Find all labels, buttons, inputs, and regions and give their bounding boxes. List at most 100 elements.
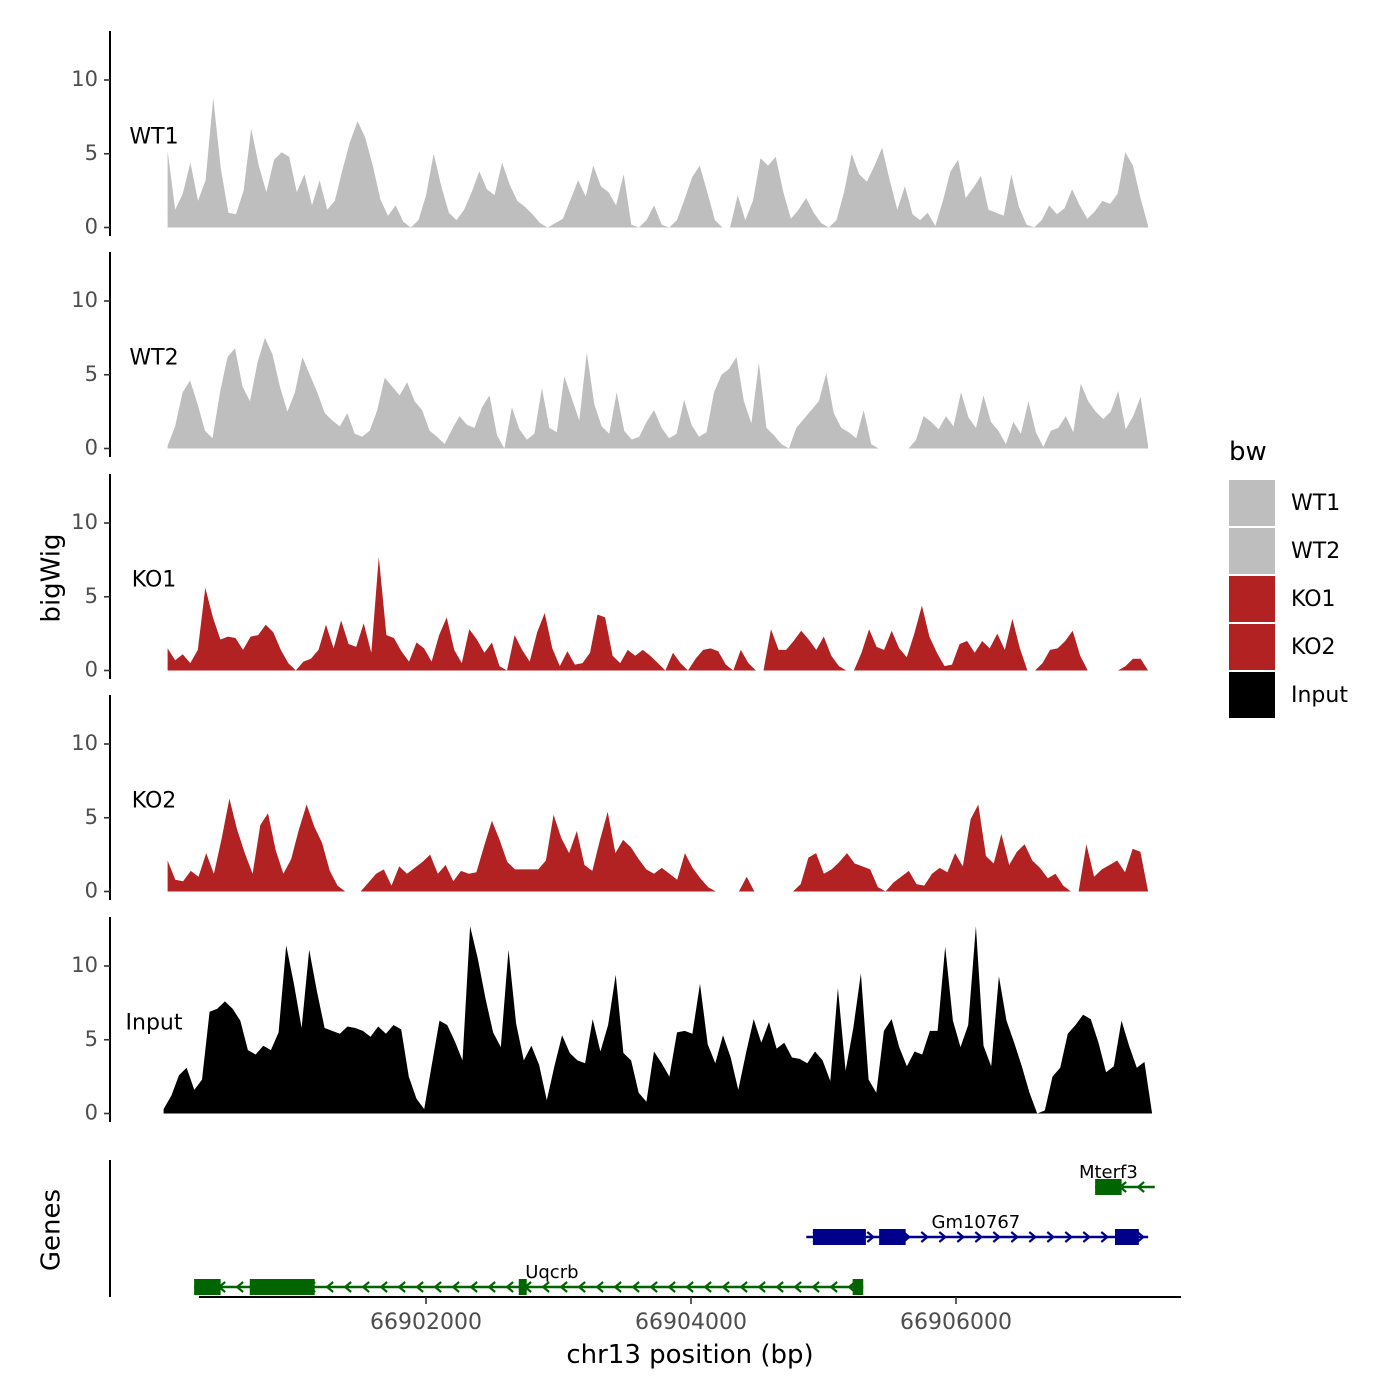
strand-arrow: [235, 1281, 244, 1293]
genes-axis-title: Genes: [37, 1189, 67, 1271]
gene-Uqcrb: Uqcrb: [194, 1262, 864, 1295]
y-tick-label: 10: [71, 953, 98, 977]
gene-Gm10767: Gm10767: [806, 1212, 1149, 1245]
legend: bw WT1 WT2 KO1 KO2 Input: [1229, 437, 1348, 718]
track-label: WT1: [129, 125, 178, 150]
strand-arrow: [793, 1281, 802, 1293]
strand-arrow: [1046, 1231, 1055, 1243]
track-Input: 0 5 10 Input: [71, 917, 1153, 1125]
strand-arrow: [1010, 1231, 1019, 1243]
legend-label: KO2: [1291, 635, 1336, 660]
y-tick-label: 5: [85, 805, 98, 829]
gene-Mterf3: Mterf3: [1079, 1162, 1155, 1195]
strand-arrow: [505, 1281, 514, 1293]
track-WT2: 0 5 10 WT2: [71, 252, 1149, 460]
y-tick-label: 0: [85, 879, 98, 903]
legend-label: Input: [1291, 683, 1348, 708]
strand-arrow: [1028, 1231, 1037, 1243]
signal-area-Input: [163, 926, 1153, 1114]
x-axis: 66902000 66904000 66906000: [199, 1296, 1181, 1335]
genes-track: Mterf3 Gm10767 Uqcrb: [109, 1160, 1155, 1297]
strand-arrow: [757, 1281, 766, 1293]
legend-swatch-KO1: [1229, 576, 1275, 622]
track-label: WT2: [129, 346, 178, 371]
strand-arrow: [956, 1231, 965, 1243]
gene-label: Mterf3: [1079, 1162, 1138, 1183]
strand-arrow: [775, 1281, 784, 1293]
strand-arrow: [866, 1231, 875, 1243]
strand-arrow: [667, 1281, 676, 1293]
y-axis-title: bigWig: [37, 533, 67, 622]
strand-arrow: [1136, 1181, 1145, 1193]
exon: [852, 1279, 864, 1295]
strand-arrow: [487, 1281, 496, 1293]
strand-arrow: [992, 1231, 1001, 1243]
strand-arrow: [343, 1281, 352, 1293]
legend-label: KO1: [1291, 587, 1336, 612]
strand-arrow: [974, 1231, 983, 1243]
y-tick-label: 5: [85, 141, 98, 165]
strand-arrow: [685, 1281, 694, 1293]
strand-arrow: [631, 1281, 640, 1293]
signal-area-KO2: [167, 798, 1149, 892]
x-tick-label: 66906000: [900, 1310, 1012, 1335]
strand-arrow: [559, 1281, 568, 1293]
y-tick-label: 10: [71, 67, 98, 91]
y-tick-label: 0: [85, 1101, 98, 1125]
exon: [1115, 1229, 1139, 1245]
track-label: Input: [126, 1011, 183, 1036]
strand-arrow: [1100, 1231, 1109, 1243]
y-tick-label: 10: [71, 510, 98, 534]
track-label: KO1: [132, 568, 177, 593]
strand-arrow: [721, 1281, 730, 1293]
strand-arrow: [1136, 1231, 1145, 1243]
legend-label: WT1: [1291, 491, 1340, 516]
x-axis-title: chr13 position (bp): [566, 1340, 813, 1370]
strand-arrow: [361, 1281, 370, 1293]
strand-arrow: [325, 1281, 334, 1293]
gene-label: Gm10767: [932, 1212, 1021, 1233]
y-tick-label: 0: [85, 436, 98, 460]
x-tick-label: 66902000: [370, 1310, 482, 1335]
strand-arrow: [920, 1231, 929, 1243]
legend-swatch-WT1: [1229, 480, 1275, 526]
signal-tracks: 0 5 10 WT1 0 5 10 WT2 0 5 10 KO1 0 5 10 KO2 0 5 10 Input: [71, 31, 1153, 1125]
strand-arrow: [451, 1281, 460, 1293]
y-tick-label: 0: [85, 215, 98, 239]
strand-arrow: [469, 1281, 478, 1293]
legend-swatch-Input: [1229, 672, 1275, 718]
legend-swatch-WT2: [1229, 528, 1275, 574]
exon: [879, 1229, 906, 1245]
legend-label: WT2: [1291, 539, 1340, 564]
y-tick-label: 0: [85, 658, 98, 682]
y-tick-label: 5: [85, 362, 98, 386]
track-KO2: 0 5 10 KO2: [71, 695, 1149, 903]
strand-arrow: [541, 1281, 550, 1293]
signal-area-KO1: [167, 556, 1149, 671]
strand-arrow: [938, 1231, 947, 1243]
strand-arrow: [379, 1281, 388, 1293]
strand-arrow: [649, 1281, 658, 1293]
strand-arrow: [577, 1281, 586, 1293]
strand-arrow: [1064, 1231, 1073, 1243]
exon: [812, 1229, 866, 1245]
strand-arrow: [739, 1281, 748, 1293]
signal-area-WT2: [167, 337, 1149, 449]
signal-area-WT1: [167, 97, 1149, 228]
strand-arrow: [433, 1281, 442, 1293]
exon: [1095, 1179, 1122, 1195]
track-KO1: 0 5 10 KO1: [71, 474, 1149, 682]
exon: [518, 1279, 527, 1295]
y-tick-label: 5: [85, 584, 98, 608]
y-tick-label: 5: [85, 1027, 98, 1051]
strand-arrow: [1082, 1231, 1091, 1243]
x-tick-label: 66904000: [635, 1310, 747, 1335]
strand-arrow: [613, 1281, 622, 1293]
exon: [249, 1279, 315, 1295]
y-tick-label: 10: [71, 731, 98, 755]
legend-title: bw: [1229, 437, 1267, 467]
track-WT1: 0 5 10 WT1: [71, 31, 1149, 239]
gene-label: Uqcrb: [525, 1262, 578, 1283]
strand-arrow: [811, 1281, 820, 1293]
